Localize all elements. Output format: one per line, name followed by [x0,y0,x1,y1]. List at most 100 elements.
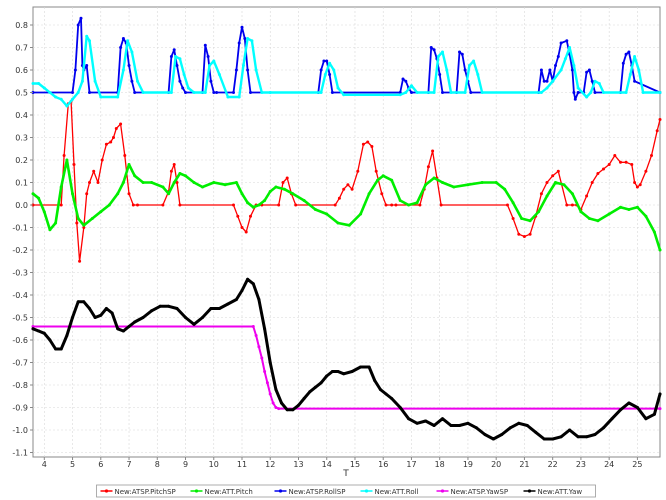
data-point [528,232,532,236]
data-point [257,298,261,301]
data-point [246,37,250,40]
data-point [619,160,622,164]
data-point [576,435,580,439]
data-point [251,205,255,209]
data-point [54,347,58,351]
data-point [319,91,323,94]
data-point [178,57,182,61]
data-point [209,307,213,310]
data-point [141,316,145,319]
data-point [226,302,230,306]
data-point [336,370,340,373]
data-point [390,178,394,182]
data-point [548,68,552,72]
data-point [439,203,443,207]
data-point [119,46,123,49]
data-point [116,192,120,196]
data-point [432,48,436,52]
data-point [506,203,509,207]
data-point [613,154,617,157]
data-point [381,174,385,178]
data-point [280,401,283,405]
data-point [342,372,346,376]
legend-marker [194,489,199,493]
legend-item: New:ATT.Yaw [523,488,582,496]
legend-item: New:ATT.Pitch [190,488,253,496]
data-point [141,91,145,94]
legend-marker [364,489,369,493]
data-point [602,426,605,430]
data-point [597,82,601,85]
data-point [644,169,648,173]
x-tick-label: 25 [632,460,642,469]
data-point [282,187,286,191]
data-point [178,172,182,175]
data-point [350,187,354,191]
data-point [223,183,227,187]
data-point [562,183,566,187]
data-point [104,307,108,310]
legend-label: New:ATT.Pitch [205,488,253,496]
data-point [107,203,111,207]
data-point [429,46,433,49]
data-point [76,300,80,304]
data-point [313,208,317,211]
x-tick-label: 12 [265,460,275,469]
data-point [169,91,173,94]
data-point [607,163,611,166]
data-point [174,55,178,58]
data-point [374,169,378,173]
data-point [172,163,176,166]
data-point [285,408,289,412]
data-point [281,181,285,184]
y-tick-label: -0.6 [12,336,28,345]
data-point [167,192,171,196]
data-point [539,68,543,72]
data-point [370,145,374,148]
data-point [260,356,264,360]
data-point [126,39,130,43]
data-point [589,91,593,94]
data-point [116,327,120,331]
data-point [525,424,529,427]
data-point [644,417,648,421]
data-point [65,334,69,337]
data-point [254,334,258,337]
data-point [249,91,252,94]
data-point [463,68,467,72]
data-point [291,192,295,196]
data-point [556,169,560,173]
data-point [556,55,560,58]
data-point [624,91,628,94]
data-point [136,203,139,207]
data-point [570,203,574,207]
data-point [268,392,272,396]
data-point [328,61,332,65]
data-point [167,304,171,308]
data-point [71,192,74,196]
data-point [658,118,662,121]
data-point [517,232,521,236]
data-point [404,91,408,94]
data-point [150,309,154,313]
data-point [37,82,41,85]
x-tick-label: 8 [155,460,160,469]
data-point [65,158,69,162]
data-point [610,417,614,421]
data-point [79,16,83,20]
data-point [503,187,507,191]
y-axis: 0.8 0.7 0.6 0.5 0.4 0.3 0.2 0.1 0.0 -0.1 -0.2 -0.3 -… [12,21,33,458]
data-point [441,417,444,421]
y-tick-label: 0.0 [15,201,28,210]
data-point [240,192,244,196]
data-point [627,208,631,211]
data-point [472,59,476,63]
data-point [175,64,179,67]
data-point [127,163,131,166]
data-point [545,181,549,184]
data-point [542,79,546,83]
data-point [161,185,165,189]
data-point [376,178,380,182]
data-point [78,259,82,263]
data-point [336,221,340,225]
